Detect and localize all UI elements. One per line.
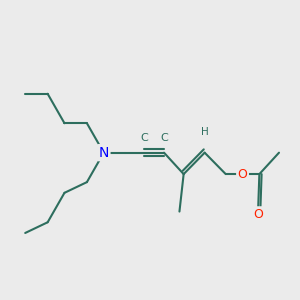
Text: H: H bbox=[201, 127, 208, 137]
Text: O: O bbox=[238, 168, 248, 181]
Text: O: O bbox=[253, 208, 263, 221]
Text: C: C bbox=[160, 133, 168, 143]
Text: C: C bbox=[140, 133, 148, 143]
Text: N: N bbox=[98, 146, 109, 160]
